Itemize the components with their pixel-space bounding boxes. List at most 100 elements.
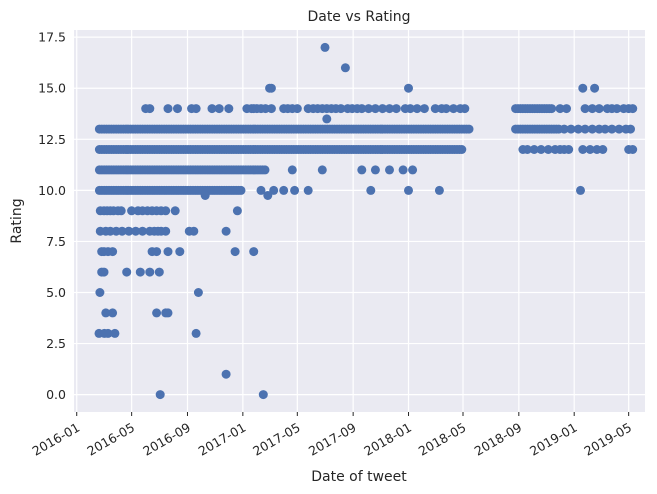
- data-point: [562, 104, 571, 114]
- y-tick-label: 5.0: [46, 285, 66, 300]
- data-point: [555, 104, 565, 114]
- x-tick-label: 2016-01: [29, 420, 82, 459]
- data-point: [434, 185, 444, 195]
- x-tick-label: 2017-05: [250, 420, 303, 459]
- data-point: [628, 104, 638, 114]
- data-point: [600, 124, 610, 134]
- data-point: [191, 328, 201, 338]
- data-point: [364, 104, 374, 114]
- data-point: [154, 267, 164, 277]
- data-point: [230, 247, 240, 257]
- data-point: [163, 247, 173, 257]
- data-point: [279, 185, 289, 195]
- data-point: [564, 145, 574, 154]
- data-point: [408, 165, 418, 175]
- data-point: [214, 104, 224, 114]
- data-point: [266, 83, 276, 93]
- data-point: [127, 206, 137, 216]
- data-point: [317, 165, 327, 175]
- data-point: [522, 145, 532, 154]
- data-point: [412, 104, 422, 114]
- y-tick-label: 12.5: [38, 132, 66, 147]
- data-point: [155, 390, 165, 400]
- data-point: [614, 124, 624, 134]
- data-point: [340, 63, 350, 73]
- data-point: [405, 104, 415, 114]
- data-point: [391, 104, 401, 114]
- x-tick-label: 2016-05: [84, 420, 137, 459]
- data-point: [117, 226, 127, 236]
- x-axis-ticks: 2016-01 2016-05 2016-09 2017-01 2017-05 2017-…: [29, 412, 634, 459]
- data-point: [460, 104, 470, 114]
- x-tick-label: 2018-05: [416, 420, 469, 459]
- y-axis-title: Rating: [9, 198, 25, 243]
- x-tick-label: 2019-01: [527, 420, 580, 459]
- data-point: [607, 124, 617, 134]
- data-point: [529, 145, 539, 154]
- data-point: [322, 114, 332, 124]
- data-point: [590, 83, 600, 93]
- chart-title: Date vs Rating: [307, 9, 410, 25]
- data-point: [207, 104, 217, 114]
- data-point: [161, 206, 171, 216]
- data-point: [385, 165, 394, 175]
- x-axis-title: Date of tweet: [311, 469, 407, 485]
- data-point: [138, 226, 147, 236]
- data-point: [290, 185, 300, 195]
- data-point: [145, 267, 155, 277]
- data-point: [189, 226, 199, 236]
- data-point: [578, 145, 588, 154]
- data-point: [124, 226, 134, 236]
- data-point: [108, 308, 118, 318]
- x-tick-label: 2017-01: [196, 420, 249, 459]
- data-point: [366, 185, 376, 195]
- data-point: [224, 104, 234, 114]
- data-point: [173, 104, 182, 114]
- data-point: [357, 165, 367, 175]
- x-tick-label: 2016-09: [140, 420, 193, 459]
- data-point: [170, 206, 180, 216]
- data-point: [108, 247, 118, 257]
- data-point: [576, 185, 585, 195]
- data-point: [163, 104, 173, 114]
- data-point: [573, 124, 583, 134]
- grid: [74, 30, 645, 412]
- data-point: [594, 104, 604, 114]
- data-point: [398, 165, 408, 175]
- data-point: [116, 206, 126, 216]
- data-point: [122, 267, 132, 277]
- y-tick-label: 15.0: [38, 81, 66, 96]
- data-point: [95, 288, 105, 297]
- data-point: [101, 308, 111, 318]
- data-point: [249, 247, 259, 257]
- data-point: [547, 104, 557, 114]
- y-tick-label: 7.5: [46, 234, 66, 249]
- data-point: [536, 145, 546, 154]
- data-point: [135, 267, 145, 277]
- data-point: [449, 104, 458, 114]
- data-point: [103, 328, 113, 338]
- data-point: [258, 390, 268, 400]
- scatter-points: [94, 42, 638, 400]
- data-point: [110, 328, 120, 338]
- data-point: [587, 104, 597, 114]
- x-tick-label: 2018-01: [361, 420, 414, 459]
- data-point: [292, 104, 302, 114]
- data-point: [559, 124, 569, 134]
- data-point: [287, 165, 297, 175]
- data-point: [457, 145, 467, 154]
- data-point: [221, 226, 231, 236]
- data-point: [263, 191, 273, 200]
- data-point: [404, 185, 413, 195]
- data-point: [585, 145, 595, 154]
- data-point: [464, 124, 474, 134]
- x-tick-label: 2019-05: [581, 420, 634, 459]
- data-point: [370, 104, 380, 114]
- data-point: [303, 185, 313, 195]
- data-point: [357, 104, 367, 114]
- data-point: [152, 247, 162, 257]
- y-axis-ticks: 0.0 2.5 5.0 7.5 10.0 12.5 15.0 17.5: [38, 30, 66, 402]
- data-point: [578, 83, 588, 93]
- data-point: [626, 124, 635, 134]
